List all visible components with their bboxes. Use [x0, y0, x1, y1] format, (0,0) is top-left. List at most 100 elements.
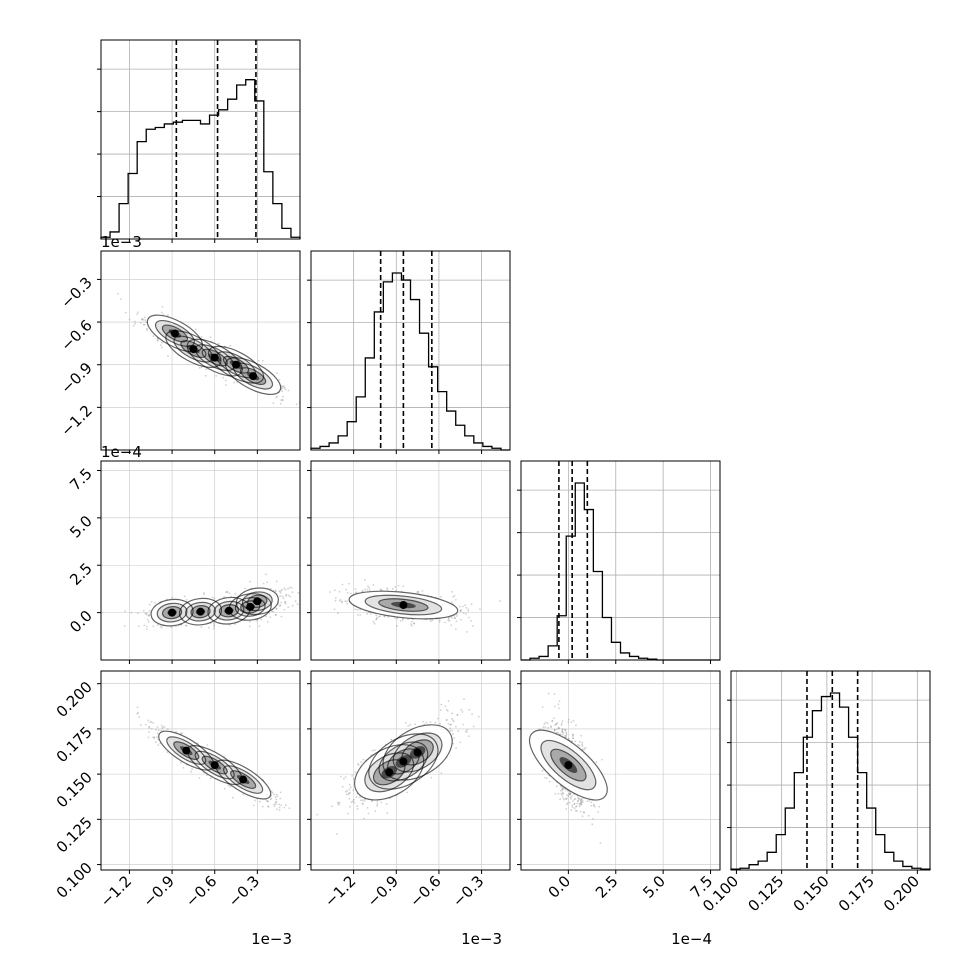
scatter-point [340, 775, 342, 778]
scatter-point [348, 783, 351, 786]
scatter-point [350, 592, 352, 595]
contour-line [156, 602, 188, 623]
scatter-point [175, 625, 177, 628]
scatter-point [287, 588, 289, 590]
scatter-point [124, 311, 127, 314]
scatter-point [450, 624, 453, 627]
scatter-point [212, 628, 215, 630]
scatter-point [346, 591, 349, 594]
scatter-point [248, 620, 251, 623]
scatter-point [283, 608, 286, 611]
scatter-point [470, 603, 473, 606]
scatter-point [451, 590, 453, 593]
scatter-point [467, 608, 470, 611]
scatter-point [137, 711, 140, 714]
scatter-point [142, 318, 145, 321]
scatter-point [366, 613, 368, 615]
scatter-point [203, 593, 205, 596]
scatter-point [456, 714, 459, 716]
scatter-point [347, 793, 350, 796]
scatter-point [397, 584, 400, 587]
scatter-point [459, 610, 462, 613]
scatter-point [359, 614, 361, 616]
density-peak [232, 360, 241, 369]
scatter-point [413, 622, 416, 625]
density-peak [399, 601, 408, 610]
scatter-point [132, 325, 135, 327]
scatter-point [200, 336, 203, 338]
contour-line [190, 605, 211, 619]
scatter-point [156, 339, 159, 341]
scatter-point [369, 589, 371, 592]
scatter-point [304, 593, 306, 595]
scatter-point [386, 588, 389, 591]
scatter-point [231, 796, 234, 799]
scatter-point [275, 608, 278, 610]
scatter-point [462, 605, 464, 608]
scatter-point [543, 723, 546, 725]
scatter-point [541, 706, 544, 709]
scatter-point [278, 806, 281, 809]
scatter-point [376, 616, 378, 619]
scatter-point [200, 366, 203, 369]
scatter-point [345, 793, 348, 796]
density-peak [413, 748, 422, 757]
scatter-point [285, 595, 287, 597]
scatter-point [447, 619, 450, 622]
scatter-point [278, 803, 281, 806]
scatter-point [339, 598, 342, 601]
scatter-point [270, 797, 273, 800]
contour-line [348, 590, 459, 620]
scatter-point [175, 730, 177, 733]
scatter-point [166, 314, 169, 317]
scatter-point [579, 802, 582, 804]
scatter-point [451, 729, 453, 732]
scatter-point [354, 608, 356, 611]
scatter-point [224, 379, 227, 382]
scatter-point [376, 804, 378, 807]
scatter-point [213, 625, 215, 628]
scatter-point [282, 385, 285, 388]
scatter-point [209, 336, 212, 339]
scatter-point [170, 626, 173, 629]
data-marks [100, 40, 931, 870]
scatter-point [371, 800, 374, 802]
scatter-point [361, 589, 364, 592]
scatter-point [271, 610, 273, 612]
scatter-point [329, 591, 331, 593]
scatter-point [270, 790, 273, 793]
scatter-point [401, 619, 404, 621]
scatter-point [369, 613, 372, 615]
scatter-point [337, 802, 340, 805]
scatter-point [462, 723, 465, 726]
scatter-point [244, 587, 246, 590]
scatter-point [337, 803, 340, 806]
scatter-point [451, 601, 453, 604]
scatter-point [383, 615, 386, 618]
scatter-point [144, 723, 147, 726]
scatter-point [152, 736, 155, 739]
scatter-point [166, 728, 169, 730]
scatter-point [569, 791, 572, 794]
scatter-point [396, 624, 398, 627]
scatter-point [364, 578, 366, 581]
scatter-point [281, 588, 283, 591]
scatter-point [378, 616, 380, 618]
scatter-point [143, 624, 146, 627]
scatter-point [453, 617, 456, 619]
scatter-point [452, 733, 454, 735]
scatter-point [335, 833, 338, 835]
histogram-1 [100, 79, 301, 239]
scatter-point [275, 798, 277, 801]
contour-line [161, 605, 183, 620]
scatter-point [260, 618, 263, 621]
scatter-point [402, 585, 405, 588]
scatter-point [285, 593, 288, 596]
scatter-point [573, 802, 576, 805]
scatter-point [145, 321, 148, 324]
scatter-point [117, 293, 119, 295]
density-panel [136, 706, 291, 811]
scatter-point [439, 722, 441, 725]
scatter-point [366, 588, 369, 591]
scatter-point [290, 587, 293, 589]
